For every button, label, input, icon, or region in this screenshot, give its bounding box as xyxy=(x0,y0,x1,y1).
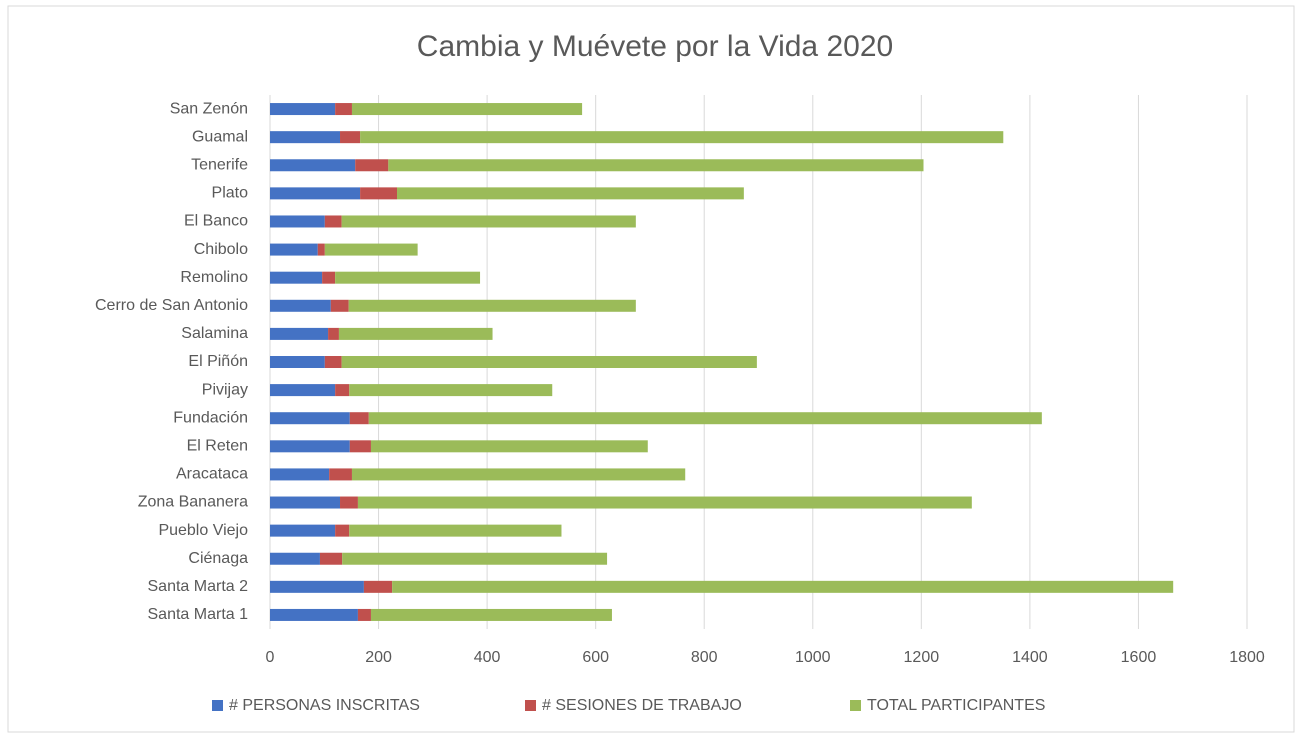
y-tick-label: Pivijay xyxy=(202,381,248,398)
bar-segment xyxy=(348,299,636,312)
y-tick-label: El Banco xyxy=(184,213,248,230)
x-tick-label: 0 xyxy=(266,649,275,666)
bar-segment xyxy=(370,608,612,621)
bar-segment xyxy=(341,356,757,368)
y-tick-label: Santa Marta 2 xyxy=(148,578,249,595)
y-tick-label: Zona Bananera xyxy=(138,494,248,511)
bar-segment xyxy=(370,440,648,453)
y-tick-label: Pueblo Viejo xyxy=(158,522,248,539)
bar-segment xyxy=(270,524,336,537)
x-tick-label: 1800 xyxy=(1229,649,1265,666)
x-tick-label: 1000 xyxy=(795,649,831,666)
bar-segment xyxy=(324,243,418,256)
bar-segment xyxy=(392,580,1174,593)
bar-segment xyxy=(360,187,398,200)
bar-segment xyxy=(341,215,636,228)
bar-segment xyxy=(319,552,343,565)
y-tick-label: El Piñón xyxy=(188,353,248,370)
bar-segment xyxy=(351,103,583,116)
bar-segment xyxy=(324,356,342,368)
legend-swatch xyxy=(212,700,223,711)
chart-border xyxy=(7,5,1295,733)
bar-segment xyxy=(357,608,371,621)
y-tick-label: Guamal xyxy=(192,128,248,145)
x-tick-label: 1200 xyxy=(904,649,940,666)
y-tick-label: San Zenón xyxy=(170,100,248,117)
bar-segment xyxy=(335,384,350,397)
bar-segment xyxy=(349,412,369,425)
bar-segment xyxy=(270,468,330,481)
y-tick-label: Aracataca xyxy=(176,466,248,483)
y-tick-label: Santa Marta 1 xyxy=(148,606,249,623)
x-tick-label: 200 xyxy=(365,649,392,666)
y-tick-label: Ciénaga xyxy=(188,550,248,567)
bar-segment xyxy=(270,496,341,509)
y-tick-label: Tenerife xyxy=(191,156,248,173)
x-tick-label: 600 xyxy=(582,649,609,666)
y-tick-label: Salamina xyxy=(181,325,248,342)
bar-segment xyxy=(270,608,358,621)
bar-segment xyxy=(349,524,562,537)
y-tick-label: El Reten xyxy=(187,438,248,455)
x-tick-label: 400 xyxy=(474,649,501,666)
bar-segment xyxy=(317,243,325,256)
y-tick-label: Chibolo xyxy=(194,241,248,258)
bar-segment xyxy=(270,580,364,593)
legend-label: # PERSONAS INSCRITAS xyxy=(229,697,420,714)
bar-segment xyxy=(270,327,329,340)
bar-segment xyxy=(270,187,361,200)
x-tick-label: 800 xyxy=(691,649,718,666)
bar-segment xyxy=(360,131,1004,144)
bar-segment xyxy=(397,187,744,200)
bar-segment xyxy=(270,552,320,565)
bar-segment xyxy=(340,131,361,144)
legend-swatch xyxy=(525,700,536,711)
bar-segment xyxy=(357,496,972,509)
bar-segment xyxy=(349,384,553,397)
bar-segment xyxy=(270,356,325,368)
bar-segment xyxy=(322,271,336,284)
bar-segment xyxy=(342,552,608,565)
legend-label: # SESIONES DE TRABAJO xyxy=(542,697,742,714)
bar-segment xyxy=(351,468,686,481)
bar-segment xyxy=(329,468,352,481)
x-tick-label: 1600 xyxy=(1121,649,1157,666)
y-tick-label: Plato xyxy=(212,185,249,202)
bar-segment xyxy=(335,103,352,116)
legend-swatch xyxy=(850,700,861,711)
bar-segment xyxy=(349,440,371,453)
bar-segment xyxy=(340,496,358,509)
bar-segment xyxy=(368,412,1042,425)
bar-segment xyxy=(355,159,389,172)
x-tick-label: 1400 xyxy=(1012,649,1048,666)
bar-segment xyxy=(270,131,341,144)
bar-segment xyxy=(270,159,356,172)
bar-segment xyxy=(324,215,342,228)
bar-segment xyxy=(270,215,325,228)
y-tick-label: Fundación xyxy=(173,409,248,426)
bar-segment xyxy=(270,299,331,312)
bar-segment xyxy=(330,299,349,312)
bar-segment xyxy=(388,159,924,172)
bar-segment xyxy=(270,440,350,453)
bar-segment xyxy=(270,412,350,425)
bar-segment xyxy=(270,271,323,284)
bar-segment xyxy=(328,327,339,340)
y-tick-label: Cerro de San Antonio xyxy=(95,297,248,314)
bar-segment xyxy=(270,384,336,397)
bar-segment xyxy=(335,524,350,537)
legend-label: TOTAL PARTICIPANTES xyxy=(867,697,1045,714)
bar-segment xyxy=(363,580,393,593)
bar-segment xyxy=(338,327,493,340)
chart-title: Cambia y Muévete por la Vida 2020 xyxy=(417,30,893,63)
bar-segment xyxy=(270,243,318,256)
bar-segment xyxy=(270,103,336,116)
y-tick-label: Remolino xyxy=(180,269,248,286)
bar-segment xyxy=(335,271,481,284)
